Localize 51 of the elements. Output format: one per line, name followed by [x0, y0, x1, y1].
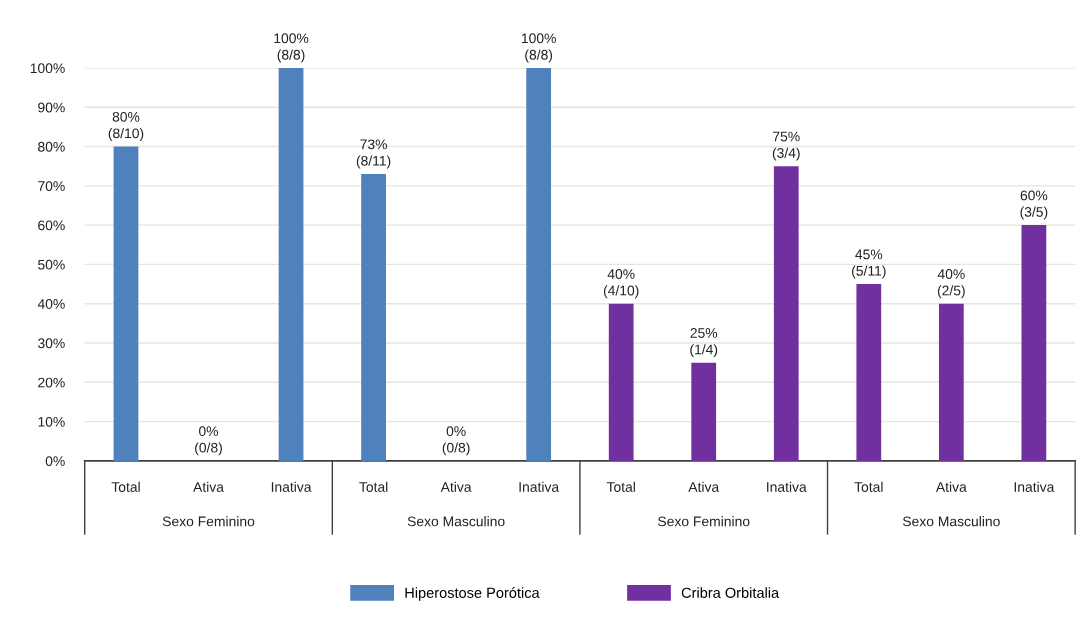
bar [773, 166, 799, 461]
y-tick-label: 70% [38, 181, 65, 191]
y-tick-label: 50% [38, 259, 65, 270]
x-tick-label: Ativa [935, 481, 967, 492]
x-tick-label: Inativa [1014, 481, 1055, 492]
data-label: 73% (8/11) [356, 139, 391, 169]
data-label: 0% (0/8) [195, 426, 222, 456]
data-label: 25% (1/4) [690, 328, 718, 358]
x-tick-label: Total [606, 481, 635, 492]
x-tick-label: Total [359, 481, 388, 492]
x-tick-label: Ativa [193, 481, 224, 492]
y-tick-label: 20% [38, 377, 65, 388]
bar [278, 67, 304, 461]
text: Sexo Feminino [658, 516, 750, 527]
x-tick-label: Inativa [767, 481, 807, 492]
data-label: 40% (2/5) [937, 269, 965, 299]
bar [938, 303, 964, 461]
x-tick-label: Total [854, 481, 883, 492]
y-tick-label: 60% [38, 220, 65, 231]
data-label: 80% (8/10) [108, 111, 144, 141]
bar [856, 284, 882, 461]
bar [526, 67, 552, 461]
data-label: 40% (4/10) [603, 269, 639, 299]
y-tick-label: 0% [45, 456, 65, 467]
legend-label: Cribra Orbitalia [681, 587, 780, 598]
text: Sexo Feminino [162, 516, 255, 527]
data-label: 45% (5/11) [852, 249, 886, 279]
y-tick-label: 80% [38, 141, 65, 152]
y-tick-label: 40% [37, 299, 65, 309]
text: Sexo Masculino [902, 516, 1000, 527]
data-label: 100% (8/8) [274, 33, 309, 63]
data-label: 75% (3/4) [772, 131, 800, 161]
bar [113, 146, 139, 461]
data-label: 100% (8/8) [521, 33, 556, 63]
y-tick-label: 10% [38, 416, 65, 427]
x-tick-label: Ativa [688, 481, 720, 492]
y-tick-label: 30% [38, 338, 65, 349]
bar [1021, 225, 1047, 461]
bar [608, 303, 634, 461]
text: Sexo Masculino [407, 516, 505, 527]
data-label: 0% (0/8) [442, 426, 470, 456]
y-tick-label: 100% [30, 63, 65, 74]
legend-label: Hiperostose Porótica [405, 587, 540, 601]
x-tick-label: Inativa [271, 481, 312, 492]
x-tick-label: Inativa [519, 481, 560, 492]
x-tick-label: Total [111, 481, 140, 492]
y-tick-label: 90% [38, 102, 65, 113]
x-tick-label: Ativa [440, 481, 472, 492]
bar [691, 362, 717, 461]
bar [361, 174, 386, 461]
data-label: 60% (3/5) [1020, 190, 1048, 220]
